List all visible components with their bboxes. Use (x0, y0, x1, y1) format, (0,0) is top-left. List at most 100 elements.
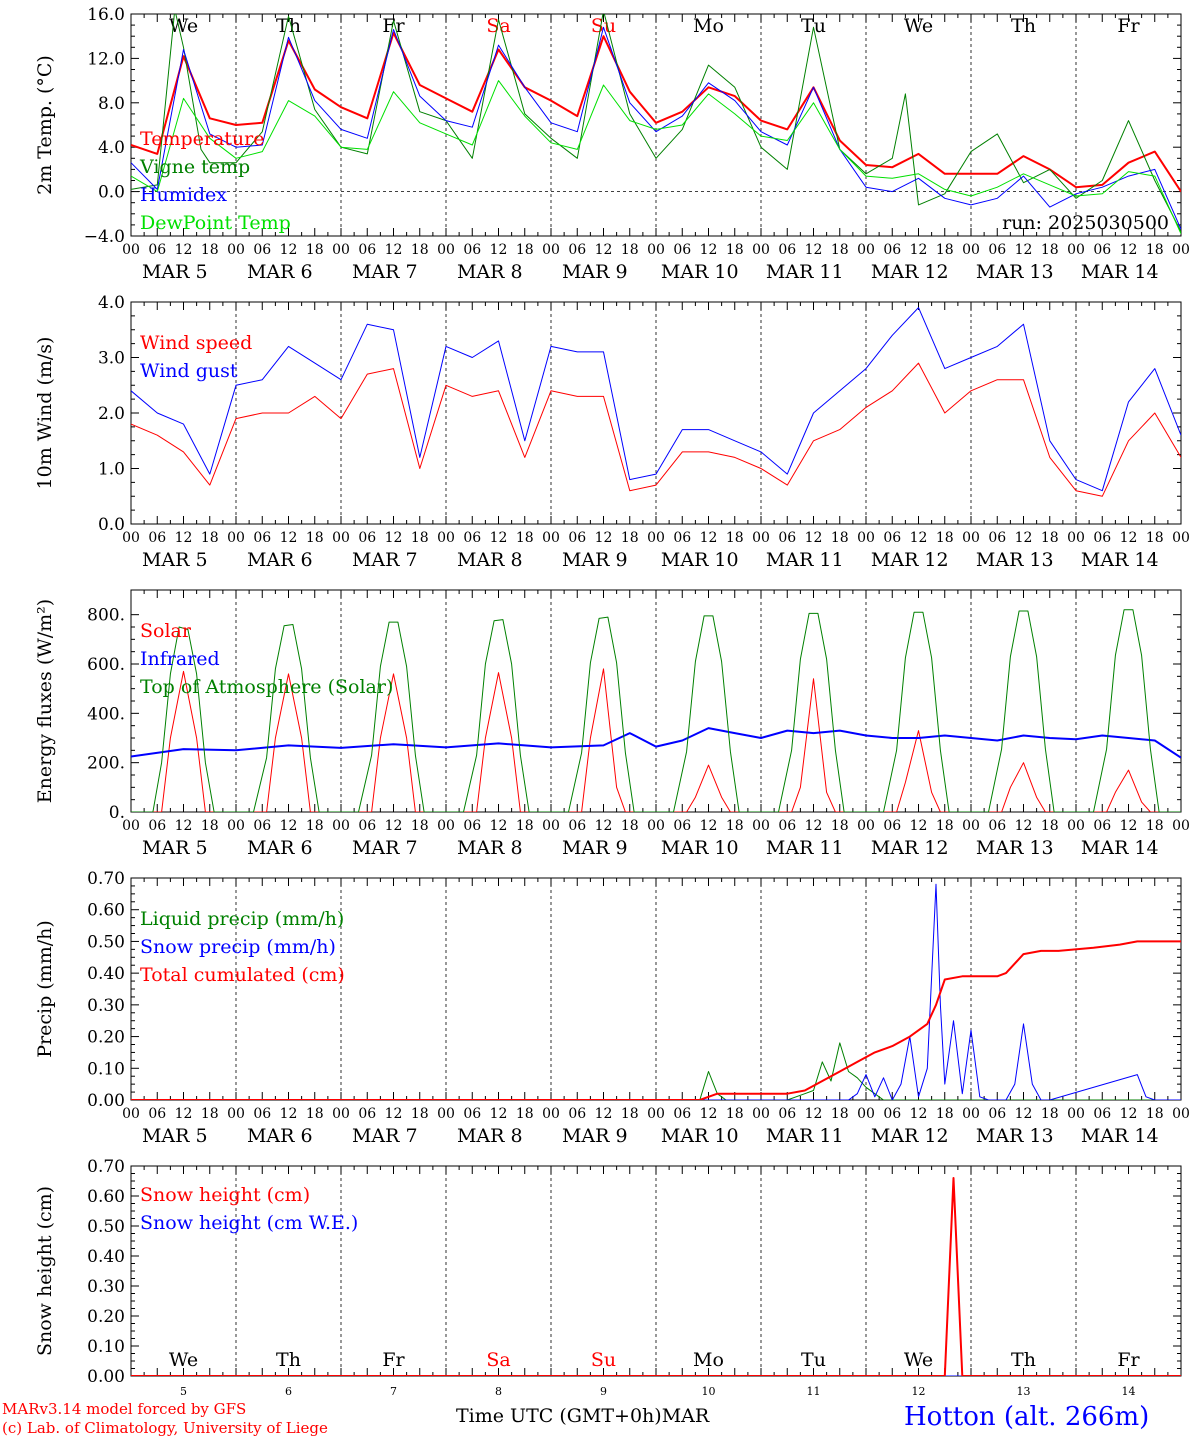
temp-date-label: MAR 10 (661, 261, 739, 283)
temp-hour-label: 12 (910, 242, 928, 258)
wind-ytick-label: 4.0 (98, 293, 125, 313)
precip-ytick-label: 0.50 (87, 932, 125, 952)
energy-ytick-label: 400. (87, 704, 125, 724)
snow-weekday-label: Fr (382, 1349, 405, 1371)
temp-hour-label: 12 (595, 242, 613, 258)
temp-series-dewpoint-temp (131, 80, 1181, 235)
temp-hour-label: 12 (385, 242, 403, 258)
snow-ytick-label: 0.40 (87, 1247, 125, 1267)
energy-date-label: MAR 13 (976, 837, 1054, 859)
energy-series-infrared (131, 727, 1181, 759)
precip-legend-entry: Total cumulated (cm) (140, 964, 345, 986)
temp-legend-entry: DewPoint Temp (140, 212, 291, 234)
precip-hour-label: 06 (778, 1106, 796, 1122)
energy-hour-label: 06 (463, 818, 481, 834)
precip-date-label: MAR 8 (457, 1125, 523, 1147)
energy-hour-label: 18 (411, 818, 429, 834)
temp-hour-label: 18 (936, 242, 954, 258)
snow-day-number: 6 (285, 1385, 292, 1398)
time-axis-label: Time UTC (GMT+0h)MAR (456, 1405, 709, 1427)
wind-hour-label: 12 (385, 530, 403, 546)
precip-legend-entry: Snow precip (mm/h) (140, 936, 336, 958)
wind-hour-label: 06 (883, 530, 901, 546)
wind-hour-label: 18 (411, 530, 429, 546)
temp-hour-label: 00 (437, 242, 455, 258)
temp-hour-label: 18 (411, 242, 429, 258)
wind-series-wind-speed (131, 362, 1181, 497)
precip-hour-label: 00 (122, 1106, 140, 1122)
model-credit: MARv3.14 model forced by GFS (2, 1400, 247, 1418)
snow-legend-entry: Snow height (cm W.E.) (140, 1212, 358, 1234)
wind-ytick-label: 1.0 (98, 460, 125, 480)
temp-date-label: MAR 12 (871, 261, 949, 283)
snow-weekday-label: Sa (486, 1349, 510, 1371)
temp-hour-label: 06 (673, 242, 691, 258)
wind-hour-label: 06 (1093, 530, 1111, 546)
energy-series-top-of-atmosphere-solar- (131, 609, 1181, 812)
energy-date-label: MAR 12 (871, 837, 949, 859)
snow-ytick-label: 0.30 (87, 1277, 125, 1297)
energy-hour-label: 12 (595, 818, 613, 834)
temp-hour-label: 18 (1146, 242, 1164, 258)
precip-ytick-label: 0.70 (87, 869, 125, 889)
precip-hour-label: 12 (910, 1106, 928, 1122)
energy-hour-label: 18 (1041, 818, 1059, 834)
wind-hour-label: 06 (988, 530, 1006, 546)
precip-date-label: MAR 13 (976, 1125, 1054, 1147)
temp-hour-label: 00 (647, 242, 665, 258)
energy-ytick-label: 800. (87, 606, 125, 626)
temp-hour-label: 00 (962, 242, 980, 258)
wind-hour-label: 00 (437, 530, 455, 546)
energy-date-label: MAR 6 (247, 837, 313, 859)
energy-hour-label: 18 (306, 818, 324, 834)
precip-hour-label: 00 (542, 1106, 560, 1122)
precip-hour-label: 06 (148, 1106, 166, 1122)
temp-panel: −4.0 0.0 4.0 8.0 12.0 16.0 2m Temp. (°C) 00 06 12… (34, 5, 1190, 283)
precip-hour-label: 00 (962, 1106, 980, 1122)
temp-date-label: MAR 8 (457, 261, 523, 283)
wind-hour-label: 00 (227, 530, 245, 546)
snow-weekday-label: Th (1011, 1349, 1036, 1371)
precip-hour-label: 12 (490, 1106, 508, 1122)
wind-hour-label: 00 (542, 530, 560, 546)
snow-series-snow-height-cm- (131, 1177, 1181, 1376)
snow-panel: 0.00 0.10 0.20 0.30 0.40 0.50 0.60 0.70 Snow hei… (34, 1157, 1182, 1398)
temp-weekday-label: Sa (486, 15, 510, 37)
time-axis-title: Time UTC (GMT+0h) (456, 1405, 662, 1427)
temp-date-label: MAR 6 (247, 261, 313, 283)
energy-ytick-label: 200. (87, 754, 125, 774)
energy-hour-label: 12 (490, 818, 508, 834)
wind-ytick-label: 2.0 (98, 404, 125, 424)
energy-ytick-label: 0. (109, 803, 125, 823)
wind-date-label: MAR 13 (976, 549, 1054, 571)
wind-hour-label: 18 (306, 530, 324, 546)
energy-hour-label: 00 (752, 818, 770, 834)
energy-hour-label: 00 (647, 818, 665, 834)
wind-ytick-label: 3.0 (98, 349, 125, 369)
wind-hour-label: 12 (175, 530, 193, 546)
energy-hour-label: 18 (936, 818, 954, 834)
energy-series-solar (131, 668, 1181, 812)
snow-weekday-label: We (904, 1349, 933, 1371)
snow-day-number: 11 (807, 1385, 821, 1398)
snow-day-number: 13 (1017, 1385, 1031, 1398)
precip-hour-label: 12 (280, 1106, 298, 1122)
wind-hour-label: 18 (516, 530, 534, 546)
temp-hour-label: 18 (306, 242, 324, 258)
wind-hour-label: 18 (936, 530, 954, 546)
energy-date-label: MAR 5 (142, 837, 208, 859)
energy-panel: 0. 200. 400. 600. 800. Energy fluxes (W/m²) 00… (34, 589, 1190, 859)
wind-legend-entry: Wind speed (140, 332, 252, 354)
precip-ytick-label: 0.00 (87, 1091, 125, 1111)
temp-date-label: MAR 13 (976, 261, 1054, 283)
temp-hour-label: 12 (1120, 242, 1138, 258)
precip-date-label: MAR 5 (142, 1125, 208, 1147)
temp-hour-label: 18 (831, 242, 849, 258)
temp-series-humidex (131, 26, 1181, 230)
wind-hour-label: 00 (857, 530, 875, 546)
temp-date-label: MAR 7 (352, 261, 418, 283)
temp-date-label: MAR 9 (562, 261, 628, 283)
precip-series-total-cumulated-cm- (131, 940, 1181, 1100)
precip-hour-label: 18 (936, 1106, 954, 1122)
energy-date-label: MAR 11 (766, 837, 844, 859)
